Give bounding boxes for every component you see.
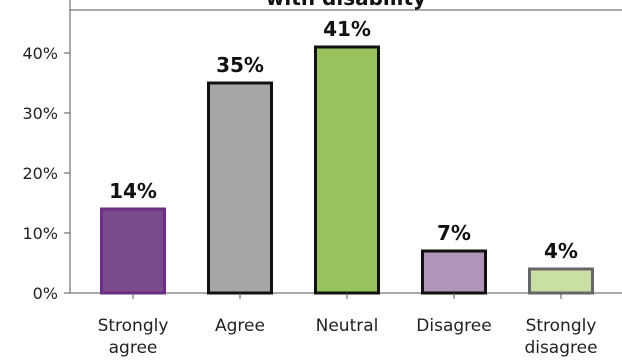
x-tick-label: disagree: [524, 338, 597, 358]
y-tick-label: 30%: [22, 104, 58, 123]
y-tick-label: 10%: [22, 224, 58, 243]
x-tick-label: Disagree: [416, 316, 491, 336]
x-tick-label: Strongly: [526, 316, 597, 336]
bar-agree: [207, 81, 273, 295]
data-label: 41%: [323, 17, 371, 41]
bars: [100, 45, 594, 295]
x-tick-label: agree: [109, 338, 158, 358]
x-tick-label: Neutral: [316, 316, 379, 336]
bar-strongly-agree: [100, 207, 166, 295]
y-tick-label: 0%: [33, 284, 58, 303]
data-label: 35%: [216, 53, 264, 77]
data-labels: 14% 35% 41% 7% 4%: [109, 17, 578, 263]
y-tick-label: 40%: [22, 44, 58, 63]
bar-neutral: [314, 45, 380, 295]
title-layer: with disability: [266, 0, 426, 10]
x-tick-label: Strongly: [98, 316, 169, 336]
data-label: 14%: [109, 179, 157, 203]
chart-title: with disability: [266, 0, 426, 10]
y-tick-label: 20%: [22, 164, 58, 183]
data-label: 7%: [437, 221, 471, 245]
y-axis: 0% 10% 20% 30% 40%: [22, 44, 70, 303]
x-tick-label: Agree: [215, 316, 265, 336]
bar-strongly-disagree: [528, 267, 594, 295]
bar-disagree: [421, 249, 487, 295]
data-label: 4%: [544, 239, 578, 263]
